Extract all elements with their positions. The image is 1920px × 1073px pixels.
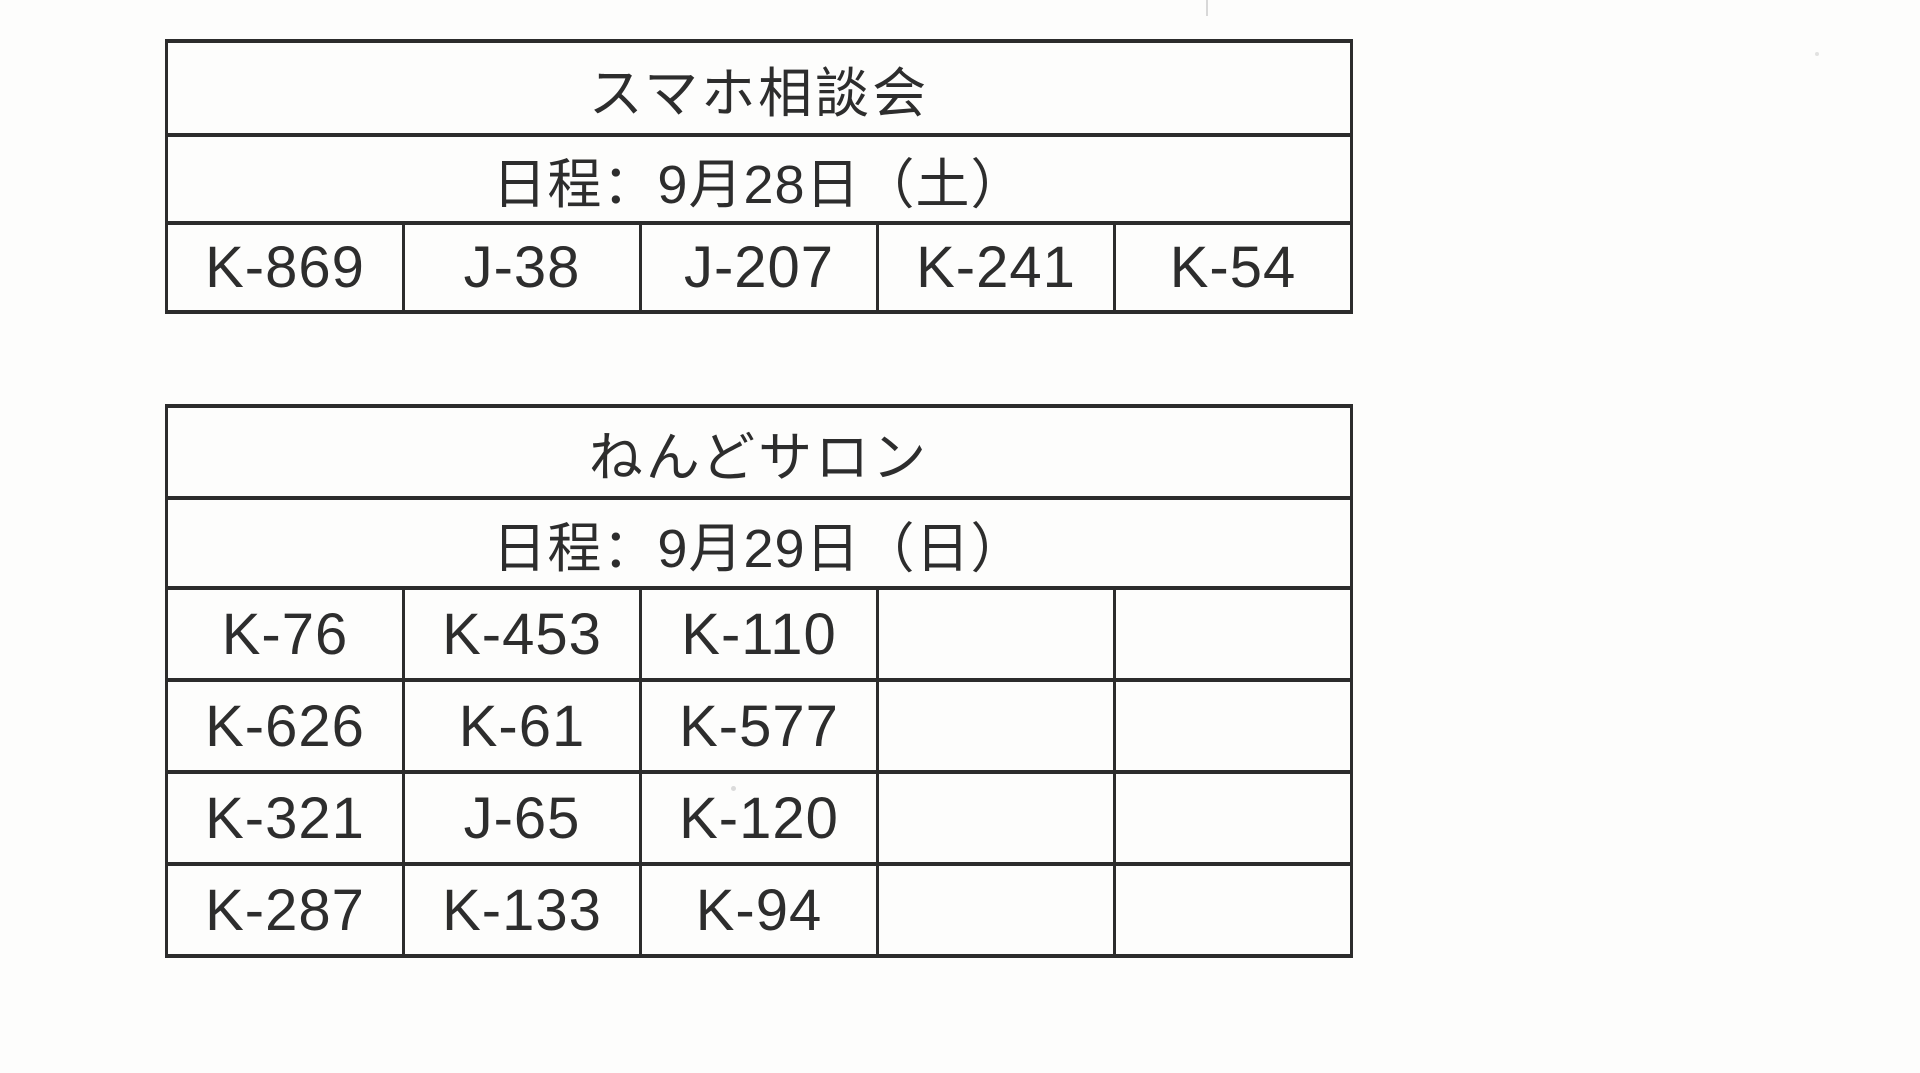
slot-cell: J-207 [639, 221, 879, 314]
slot-cell: K-453 [402, 586, 642, 682]
slot-cell: K-321 [165, 770, 405, 866]
table-row: 日程：9月29日（日） [165, 496, 1353, 590]
scan-artifact [731, 786, 736, 791]
slot-cell-empty [876, 770, 1116, 866]
table-date: 日程：9月28日（土） [165, 133, 1353, 225]
table-row: K-626 K-61 K-577 [165, 678, 1353, 774]
smartphone-consultation-table: スマホ相談会 日程：9月28日（土） K-869 J-38 J-207 K-24… [165, 39, 1353, 314]
slot-cell: K-626 [165, 678, 405, 774]
scan-artifact [1206, 0, 1208, 16]
slot-cell: K-133 [402, 862, 642, 958]
slot-cell-empty [876, 678, 1116, 774]
table-row: 日程：9月28日（土） [165, 133, 1353, 225]
slot-cell: J-65 [402, 770, 642, 866]
slot-cell: K-241 [876, 221, 1116, 314]
slot-cell-empty [1113, 586, 1353, 682]
slot-cell: K-61 [402, 678, 642, 774]
table-row: K-321 J-65 K-120 [165, 770, 1353, 866]
slot-cell-empty [876, 862, 1116, 958]
table-title: ねんどサロン [165, 404, 1353, 500]
slot-cell: K-577 [639, 678, 879, 774]
table-row: ねんどサロン [165, 404, 1353, 500]
scan-artifact [1815, 52, 1819, 56]
table-row: K-869 J-38 J-207 K-241 K-54 [165, 221, 1353, 314]
table-row: スマホ相談会 [165, 39, 1353, 137]
table-title: スマホ相談会 [165, 39, 1353, 137]
slot-cell-empty [1113, 678, 1353, 774]
slot-cell: K-94 [639, 862, 879, 958]
slot-cell: K-54 [1113, 221, 1353, 314]
slot-cell: K-287 [165, 862, 405, 958]
slot-cell-empty [1113, 770, 1353, 866]
table-row: K-287 K-133 K-94 [165, 862, 1353, 958]
slot-cell: K-869 [165, 221, 405, 314]
clay-salon-table: ねんどサロン 日程：9月29日（日） K-76 K-453 K-110 K-62… [165, 404, 1353, 958]
slot-cell: J-38 [402, 221, 642, 314]
slot-cell: K-76 [165, 586, 405, 682]
slot-cell-empty [1113, 862, 1353, 958]
table-date: 日程：9月29日（日） [165, 496, 1353, 590]
slot-cell-empty [876, 586, 1116, 682]
table-row: K-76 K-453 K-110 [165, 586, 1353, 682]
slot-cell: K-120 [639, 770, 879, 866]
slot-cell: K-110 [639, 586, 879, 682]
